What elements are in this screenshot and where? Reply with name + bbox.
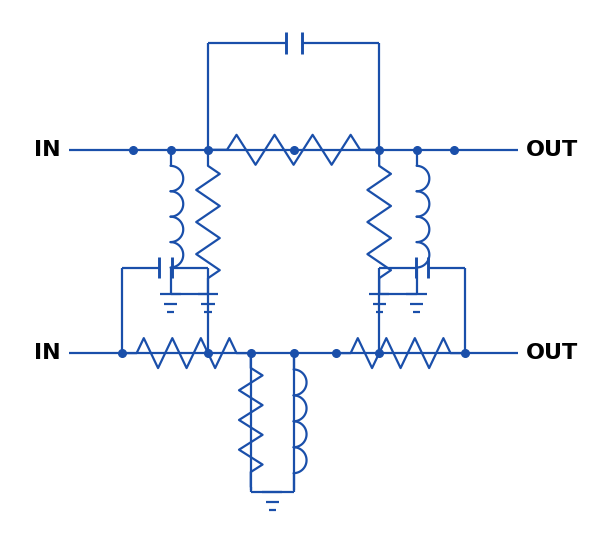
Text: OUT: OUT — [526, 140, 579, 160]
Text: IN: IN — [34, 343, 61, 363]
Text: IN: IN — [34, 140, 61, 160]
Text: OUT: OUT — [526, 343, 579, 363]
